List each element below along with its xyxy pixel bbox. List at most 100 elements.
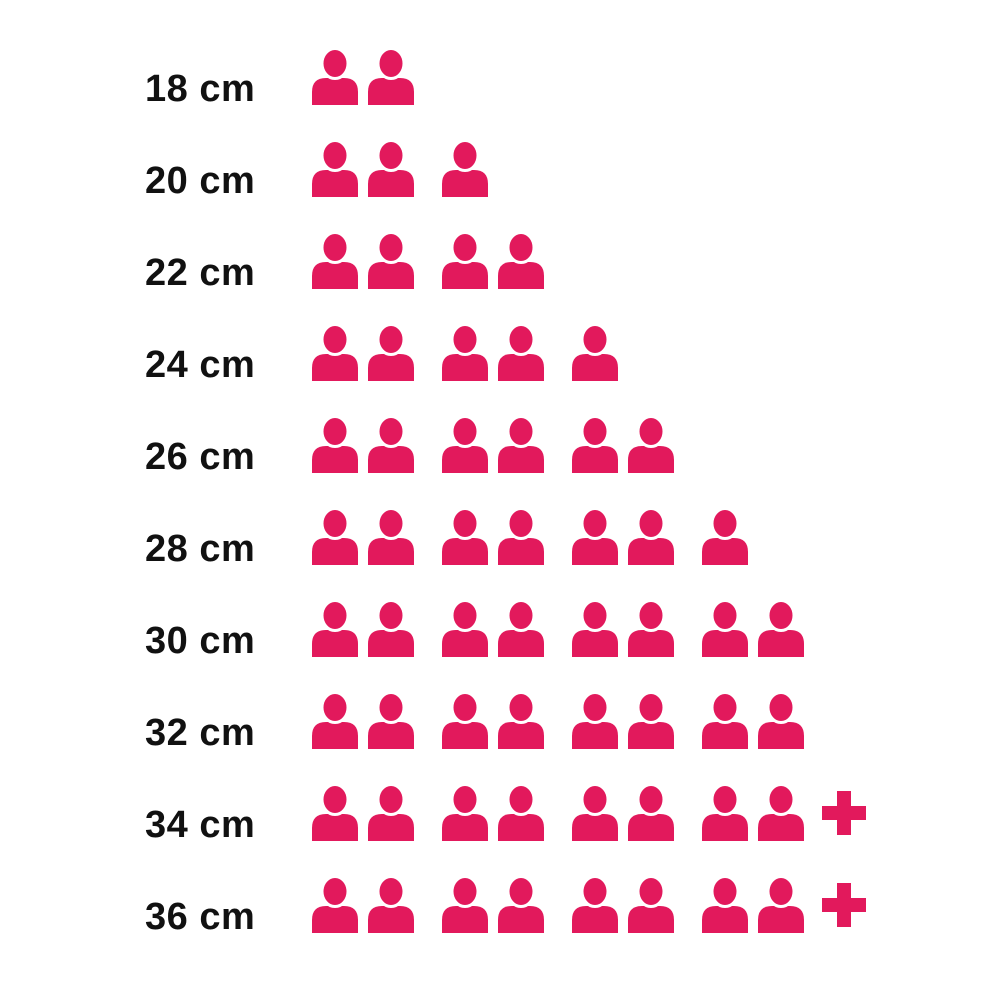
person-icon	[366, 784, 416, 841]
pictogram-row: 30 cm	[145, 600, 1000, 662]
icon-pair-group	[700, 600, 806, 657]
person-icon	[756, 600, 806, 657]
person-icon	[700, 784, 750, 841]
icon-row	[310, 600, 806, 657]
person-icon	[310, 600, 360, 657]
person-icon	[496, 600, 546, 657]
row-label: 22 cm	[145, 251, 256, 294]
row-label: 34 cm	[145, 803, 256, 846]
person-icon	[366, 508, 416, 565]
icon-row	[310, 784, 868, 841]
person-icon	[440, 600, 490, 657]
icon-pair-group	[310, 784, 416, 841]
person-icon	[626, 416, 676, 473]
icon-pair-group	[440, 140, 490, 197]
person-icon	[310, 508, 360, 565]
icon-row	[310, 876, 868, 933]
person-icon	[440, 324, 490, 381]
icon-pair-group	[570, 324, 620, 381]
person-icon	[440, 508, 490, 565]
plus-icon	[820, 789, 868, 837]
person-icon	[366, 48, 416, 105]
icon-pair-group	[570, 600, 676, 657]
person-icon	[366, 140, 416, 197]
icon-pair-group	[310, 692, 416, 749]
icon-pair-group	[570, 876, 676, 933]
pictogram-row: 32 cm	[145, 692, 1000, 754]
pictogram-row: 22 cm	[145, 232, 1000, 294]
person-icon	[570, 416, 620, 473]
person-icon	[366, 600, 416, 657]
person-icon	[310, 784, 360, 841]
person-icon	[366, 232, 416, 289]
person-icon	[310, 140, 360, 197]
person-icon	[366, 416, 416, 473]
icon-pair-group	[310, 324, 416, 381]
person-icon	[756, 784, 806, 841]
icon-pair-group	[700, 784, 806, 841]
person-icon	[440, 876, 490, 933]
icon-pair-group	[700, 876, 806, 933]
person-icon	[310, 232, 360, 289]
person-icon	[756, 876, 806, 933]
pictogram-row: 36 cm	[145, 876, 1000, 938]
icon-pair-group	[570, 692, 676, 749]
pictogram-row: 24 cm	[145, 324, 1000, 386]
person-icon	[626, 876, 676, 933]
person-icon	[700, 692, 750, 749]
icon-row	[310, 508, 750, 565]
icon-row	[310, 140, 490, 197]
row-label: 20 cm	[145, 159, 256, 202]
icon-pair-group	[440, 232, 546, 289]
person-icon	[496, 876, 546, 933]
person-icon	[496, 508, 546, 565]
person-icon	[570, 876, 620, 933]
person-icon	[496, 784, 546, 841]
person-icon	[496, 232, 546, 289]
person-icon	[440, 692, 490, 749]
person-icon	[440, 784, 490, 841]
icon-pair-group	[310, 508, 416, 565]
icon-pair-group	[440, 416, 546, 473]
icon-pair-group	[570, 416, 676, 473]
person-icon	[570, 784, 620, 841]
person-icon	[310, 416, 360, 473]
row-label: 36 cm	[145, 895, 256, 938]
person-icon	[310, 692, 360, 749]
icon-row	[310, 48, 416, 105]
person-icon	[570, 324, 620, 381]
pictogram-row: 34 cm	[145, 784, 1000, 846]
person-icon	[496, 324, 546, 381]
plus-icon	[820, 881, 868, 929]
icon-row	[310, 692, 806, 749]
person-icon	[626, 692, 676, 749]
row-label: 30 cm	[145, 619, 256, 662]
person-icon	[626, 508, 676, 565]
icon-pair-group	[570, 784, 676, 841]
person-icon	[366, 324, 416, 381]
person-icon	[570, 508, 620, 565]
icon-pair-group	[440, 600, 546, 657]
person-icon	[366, 692, 416, 749]
person-icon	[626, 784, 676, 841]
pictogram-row: 26 cm	[145, 416, 1000, 476]
person-icon	[756, 692, 806, 749]
icon-row	[310, 232, 546, 289]
row-label: 32 cm	[145, 711, 256, 754]
icon-pair-group	[310, 232, 416, 289]
person-icon	[700, 876, 750, 933]
person-icon	[700, 508, 750, 565]
person-icon	[440, 232, 490, 289]
person-icon	[570, 600, 620, 657]
row-label: 24 cm	[145, 343, 256, 386]
person-icon	[440, 416, 490, 473]
icon-pair-group	[570, 508, 676, 565]
icon-pair-group	[310, 600, 416, 657]
person-icon	[366, 876, 416, 933]
icon-row	[310, 324, 620, 381]
icon-pair-group	[440, 876, 546, 933]
person-icon	[496, 692, 546, 749]
pictogram-row: 20 cm	[145, 140, 1000, 202]
icon-pair-group	[700, 692, 806, 749]
person-icon	[570, 692, 620, 749]
